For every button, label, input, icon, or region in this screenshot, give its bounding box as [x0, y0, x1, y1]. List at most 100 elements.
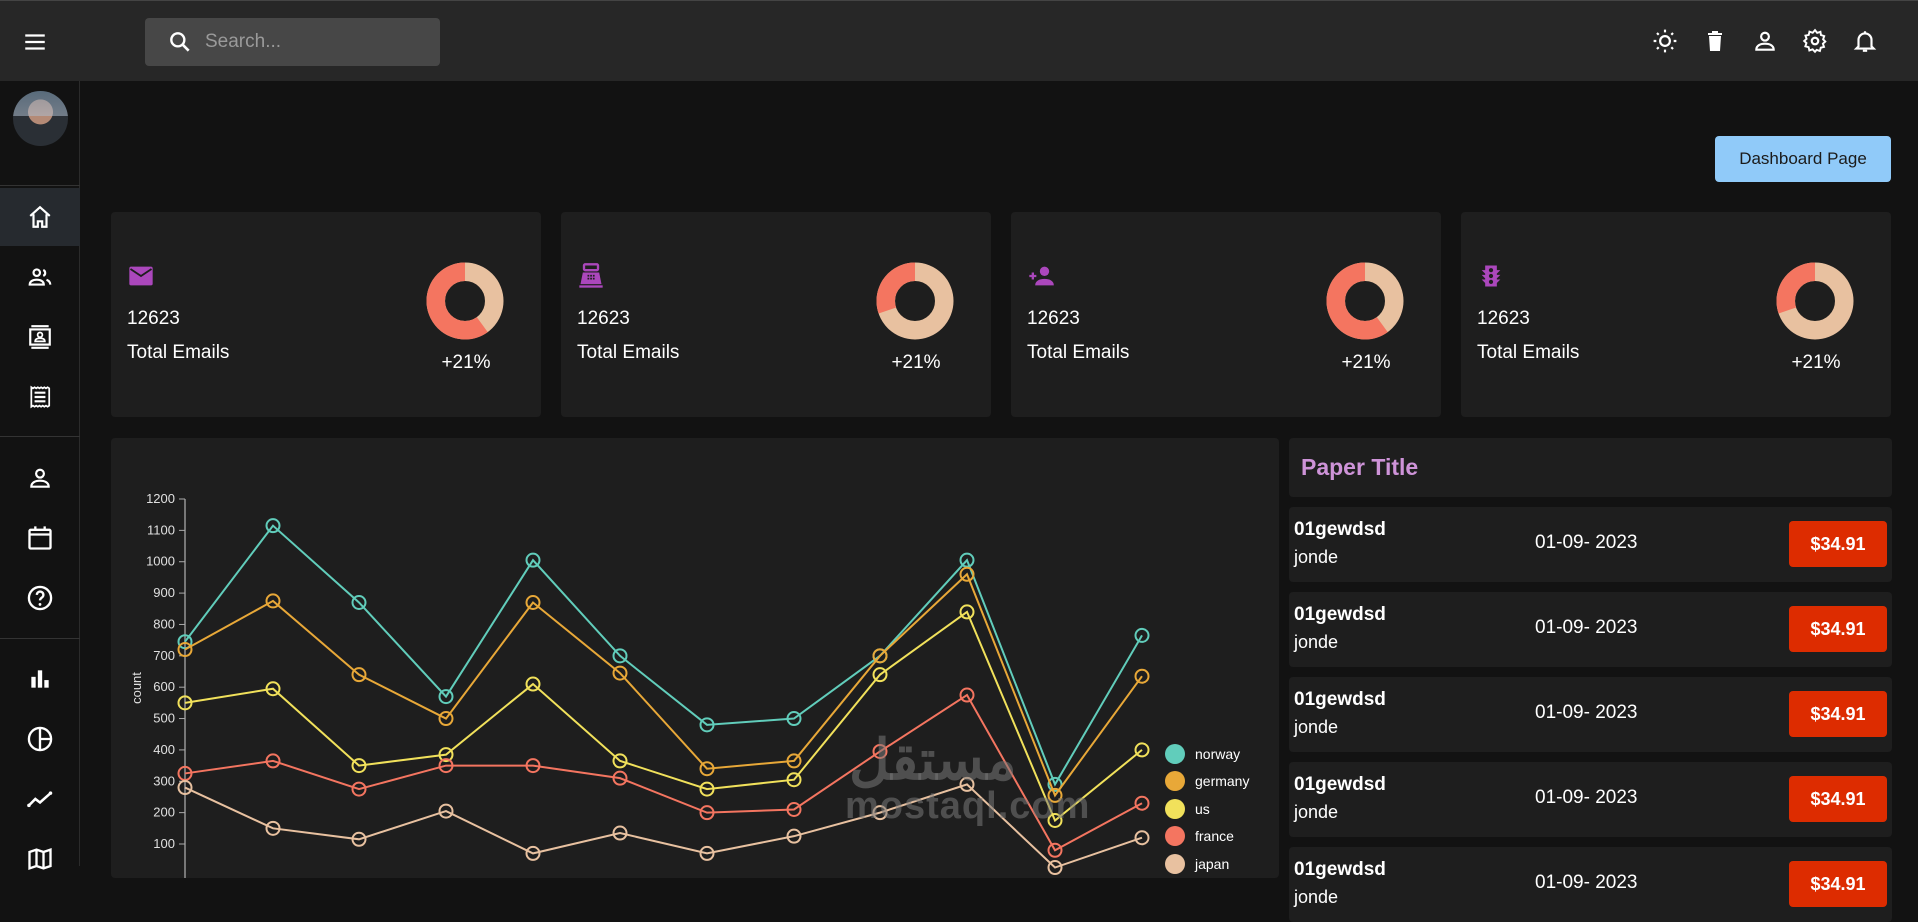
- sidebar-item-contacts[interactable]: [0, 308, 80, 366]
- stat-label: Total Emails: [1477, 342, 1580, 363]
- sidebar-item-line-chart[interactable]: [0, 770, 80, 828]
- map-icon: [28, 848, 52, 870]
- chart-legend: norway germany us france japan: [1165, 740, 1249, 878]
- line-chart-card: 100 200 300 400 500 600 700 800 900 1000 1100 1200 c…: [111, 438, 1279, 878]
- sidebar-item-team[interactable]: [0, 248, 80, 306]
- avatar[interactable]: [13, 91, 68, 146]
- progress-donut: [426, 262, 504, 340]
- trash-icon[interactable]: [1702, 27, 1728, 55]
- item-user: jonde: [1294, 547, 1339, 567]
- sidebar-item-map[interactable]: [0, 830, 80, 888]
- sidebar-item-pie-chart[interactable]: [0, 710, 80, 768]
- item-name: 01gewdsd: [1294, 519, 1386, 540]
- gear-icon[interactable]: [1802, 27, 1828, 55]
- person-icon: [30, 468, 50, 488]
- sidebar-item-invoices[interactable]: [0, 368, 80, 426]
- search-icon: [170, 32, 190, 52]
- legend-swatch: [1165, 743, 1185, 764]
- sidebar-divider: [0, 436, 80, 437]
- stat-value: 12623: [1027, 308, 1080, 329]
- price-button[interactable]: $34.91: [1789, 521, 1887, 567]
- top-icons: [1652, 27, 1878, 55]
- stat-card: 12623 Total Emails +21%: [561, 212, 991, 417]
- sidebar-item-calendar[interactable]: [0, 509, 80, 567]
- stat-card: 12623 Total Emails +21%: [1461, 212, 1891, 417]
- svg-text:100: 100: [153, 836, 175, 851]
- price-button[interactable]: $34.91: [1789, 776, 1887, 822]
- search-box: [145, 18, 440, 66]
- stat-value: 12623: [127, 308, 180, 329]
- legend-swatch: [1165, 853, 1185, 874]
- item-date: 01-09- 2023: [1535, 787, 1638, 808]
- svg-text:900: 900: [153, 585, 175, 600]
- sidebar-item-faq[interactable]: [0, 569, 80, 627]
- receipt-icon: [30, 385, 51, 409]
- pie-chart-icon: [27, 726, 53, 752]
- people-icon: [28, 268, 52, 286]
- stat-change: +21%: [441, 352, 491, 373]
- email-icon: [129, 266, 153, 286]
- stat-change: +21%: [1341, 352, 1391, 373]
- price-button[interactable]: $34.91: [1789, 606, 1887, 652]
- home-icon: [29, 205, 51, 228]
- sidebar-item-bar-chart[interactable]: [0, 650, 80, 708]
- sidebar-item-home[interactable]: [0, 188, 80, 246]
- dashboard-page-button[interactable]: Dashboard Page: [1715, 136, 1891, 182]
- progress-donut: [1326, 262, 1404, 340]
- svg-text:300: 300: [153, 773, 175, 788]
- price-button[interactable]: $34.91: [1789, 691, 1887, 737]
- stat-change: +21%: [1791, 352, 1841, 373]
- sidebar-divider: [0, 185, 80, 186]
- help-icon: [27, 585, 53, 611]
- item-date: 01-09- 2023: [1535, 872, 1638, 893]
- legend-item: germany: [1165, 768, 1249, 796]
- stat-card: 12623 Total Emails +21%: [111, 212, 541, 417]
- sidebar-item-profile[interactable]: [0, 449, 80, 507]
- stat-change: +21%: [891, 352, 941, 373]
- sidebar-divider: [0, 638, 80, 639]
- sidebar: [0, 81, 80, 870]
- progress-donut: [876, 262, 954, 340]
- calendar-icon: [28, 526, 52, 550]
- price-button[interactable]: $34.91: [1789, 861, 1887, 907]
- legend-label: us: [1195, 800, 1210, 817]
- legend-label: france: [1195, 828, 1234, 845]
- item-user: jonde: [1294, 632, 1339, 652]
- legend-label: japan: [1195, 855, 1230, 872]
- stat-card: 12623 Total Emails +21%: [1011, 212, 1441, 417]
- item-name: 01gewdsd: [1294, 859, 1386, 880]
- svg-text:1200: 1200: [146, 491, 175, 506]
- contacts-icon: [29, 325, 51, 349]
- list-item: 01gewdsd jonde 01-09- 2023 $34.91: [1289, 762, 1892, 837]
- menu-icon[interactable]: [22, 29, 48, 55]
- point-of-sale-icon: [579, 263, 603, 288]
- search-input[interactable]: [205, 31, 405, 53]
- item-user: jonde: [1294, 717, 1339, 737]
- sun-icon[interactable]: [1652, 27, 1678, 55]
- svg-text:1000: 1000: [146, 554, 175, 569]
- stat-label: Total Emails: [577, 342, 680, 363]
- item-name: 01gewdsd: [1294, 604, 1386, 625]
- legend-label: norway: [1195, 745, 1241, 762]
- item-user: jonde: [1294, 802, 1339, 822]
- list-item: 01gewdsd jonde 01-09- 2023 $34.91: [1289, 507, 1892, 582]
- list-item: 01gewdsd jonde 01-09- 2023 $34.91: [1289, 847, 1892, 922]
- svg-text:count: count: [129, 672, 144, 704]
- paper-header: Paper Title: [1289, 438, 1892, 497]
- person-add-icon: [1029, 266, 1054, 286]
- list-item: 01gewdsd jonde 01-09- 2023 $34.91: [1289, 677, 1892, 752]
- legend-item: norway: [1165, 740, 1249, 768]
- list-item: 01gewdsd jonde 01-09- 2023 $34.91: [1289, 592, 1892, 667]
- item-user: jonde: [1294, 887, 1339, 907]
- traffic-icon: [1481, 265, 1501, 287]
- bell-icon[interactable]: [1852, 27, 1878, 55]
- stat-value: 12623: [577, 308, 630, 329]
- stat-label: Total Emails: [127, 342, 230, 363]
- stat-value: 12623: [1477, 308, 1530, 329]
- svg-text:700: 700: [153, 648, 175, 663]
- person-icon[interactable]: [1752, 27, 1778, 55]
- svg-text:400: 400: [153, 742, 175, 757]
- legend-swatch: [1165, 826, 1185, 847]
- legend-swatch: [1165, 798, 1185, 819]
- item-name: 01gewdsd: [1294, 774, 1386, 795]
